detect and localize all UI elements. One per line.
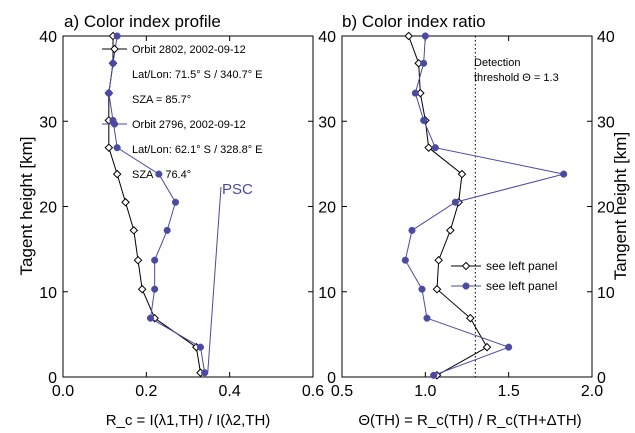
- left-x-tick-label: 0.6: [302, 383, 324, 400]
- left-x-tick-label: 0.2: [135, 383, 157, 400]
- right-series-1-point: [434, 255, 443, 265]
- right-panel-title: b) Color index ratio: [342, 12, 486, 31]
- left-series-2-point: [113, 32, 121, 40]
- right-x-axis-label: Θ(TH) = R_c(TH) / R_c(TH+ΔTH): [358, 412, 581, 429]
- right-series-1-point: [482, 342, 492, 352]
- right-y-tick-label: 40: [318, 29, 336, 46]
- left-series-2-point: [109, 59, 117, 67]
- left-series-1-point: [129, 226, 139, 235]
- right-series-1-point: [404, 31, 413, 41]
- right-y-tick-label-right: 0: [597, 370, 606, 387]
- right-series-2-line: [404, 35, 564, 376]
- left-series-1-point: [121, 197, 130, 207]
- left-legend-series-2-marker: [110, 120, 119, 128]
- right-series-2-point: [420, 59, 428, 67]
- right-series-2-point: [421, 32, 429, 40]
- right-y-tick-label-right: 10: [597, 285, 615, 302]
- left-series-2-point: [151, 256, 159, 264]
- right-x-tick-label: 1.0: [414, 383, 436, 400]
- right-legend-series-2-marker: [462, 282, 470, 290]
- right-series-2-point: [451, 198, 459, 206]
- right-x-tick-label: 0.5: [331, 383, 353, 400]
- left-x-tick-label: 0.4: [219, 383, 241, 400]
- right-series-1-point: [457, 169, 467, 179]
- right-series-1-point: [466, 313, 475, 323]
- right-series-2-point: [408, 226, 416, 234]
- psc-annotation: PSC: [222, 181, 253, 198]
- right-series-1-point: [432, 284, 442, 294]
- right-series-2-point: [411, 89, 419, 97]
- left-legend-series-2-name: Orbit 2796, 2002-09-12: [132, 119, 246, 131]
- left-y-tick-label: 20: [39, 200, 57, 217]
- left-series-2-point: [105, 89, 113, 97]
- left-legend-series-2-latlon: Lat/Lon: 62.1° S / 328.8° E: [132, 144, 263, 156]
- right-series-2-point: [431, 144, 439, 152]
- left-y-tick-label: 40: [39, 29, 57, 46]
- left-y-axis-label: Tagent height [km]: [17, 137, 36, 276]
- psc-leader-line: [207, 186, 222, 374]
- left-legend-series-1-sza: SZA = 85.7°: [132, 94, 191, 106]
- left-legend-series-1-name: Orbit 2802, 2002-09-12: [132, 44, 246, 56]
- left-series-2-point: [196, 343, 205, 351]
- right-series-1-point: [446, 226, 455, 235]
- right-x-tick-label: 1.5: [498, 383, 520, 400]
- right-series-2-point: [430, 371, 438, 379]
- right-y-tick-label-right: 40: [597, 29, 615, 46]
- left-panel-title: a) Color index profile: [64, 12, 221, 31]
- left-series-1-point: [137, 284, 147, 294]
- right-legend-series-2-name: see left panel: [486, 279, 557, 293]
- right-y-tick-label: 10: [318, 285, 336, 302]
- right-x-tick-label: 2.0: [581, 383, 603, 400]
- left-y-tick-label: 10: [39, 285, 57, 302]
- left-y-tick-label: 0: [48, 370, 57, 387]
- left-series-2-point: [146, 314, 155, 322]
- right-series-2-point: [560, 170, 568, 178]
- left-y-tick-label: 30: [39, 114, 57, 131]
- left-legend-series-1-latlon: Lat/Lon: 71.5° S / 340.7° E: [132, 69, 263, 81]
- left-legend-series-1-marker: [110, 44, 119, 54]
- right-legend-series-1-marker: [461, 261, 471, 271]
- right-y-axis-label: Tangent height [km]: [611, 132, 630, 280]
- right-y-tick-label: 30: [318, 114, 336, 131]
- right-series-1-point: [424, 143, 433, 152]
- left-series-2-point: [201, 369, 209, 377]
- right-series-2-point: [420, 116, 428, 124]
- left-x-tick-label: 0.0: [52, 383, 74, 400]
- left-series-2-point: [155, 170, 163, 178]
- right-plot-frame: [341, 35, 593, 378]
- threshold-label-line-1: Detection: [474, 57, 520, 69]
- left-plot-frame: [62, 35, 314, 378]
- right-series-2-point: [505, 343, 513, 351]
- left-x-axis-label: R_c = I(λ1,TH) / I(λ2,TH): [106, 412, 271, 429]
- left-series-1-point: [112, 169, 122, 179]
- right-series-2-point: [418, 285, 426, 293]
- right-y-tick-label: 20: [318, 200, 336, 217]
- right-y-tick-label: 0: [327, 370, 336, 387]
- threshold-label-line-2: threshold Θ = 1.3: [474, 72, 559, 84]
- right-y-tick-label-right: 20: [597, 200, 615, 217]
- right-series-2-point: [423, 314, 431, 322]
- right-y-tick-label-right: 30: [597, 114, 615, 131]
- left-series-2-point: [151, 285, 159, 293]
- left-series-2-point: [113, 144, 121, 152]
- left-series-2-point: [171, 198, 180, 206]
- right-legend-series-1-name: see left panel: [486, 259, 557, 273]
- left-series-2-point: [163, 226, 171, 234]
- left-series-1-point: [133, 255, 143, 265]
- left-series-2-line: [108, 35, 206, 373]
- right-series-2-point: [401, 256, 409, 264]
- left-series-1-point: [104, 143, 114, 152]
